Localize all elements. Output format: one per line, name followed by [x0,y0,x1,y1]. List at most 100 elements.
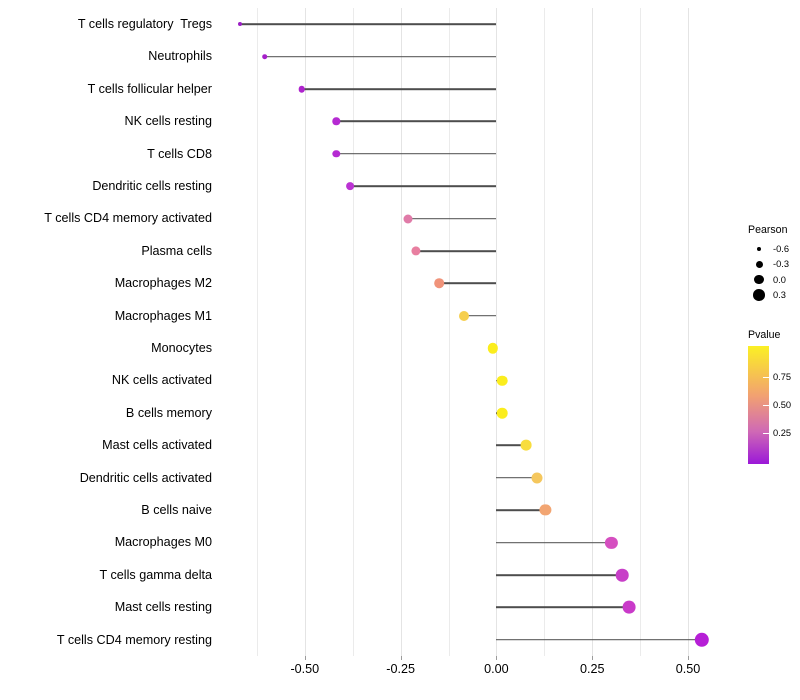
lollipop-stem [301,88,497,90]
pearson-legend-key: -0.6 [748,241,800,257]
lollipop-dot[interactable] [403,214,413,224]
lollipop-stem [496,541,612,544]
lollipop-row[interactable] [232,364,734,397]
x-tick-label: -0.25 [386,662,415,676]
legend-size-dot [753,289,765,302]
pearson-legend-dot [748,275,770,285]
gridline-minor [256,8,258,656]
colorbar-tick-mark [763,376,769,378]
lollipop-stem [496,639,702,641]
gridline-major [304,8,306,656]
gridline-minor [448,8,450,656]
y-axis-label: B cells naive [141,503,212,517]
lollipop-dot[interactable] [261,53,268,60]
lollipop-dot[interactable] [622,601,636,614]
y-axis-label: Macrophages M2 [114,276,212,291]
legend-size-dot [756,246,762,251]
lollipop-dot[interactable] [605,536,618,549]
lollipop-dot[interactable] [496,407,508,419]
x-tick-label: 0.50 [675,662,701,676]
lollipop-row[interactable] [232,526,734,559]
x-tick-label: -0.50 [290,662,320,676]
lollipop-stem [336,120,497,123]
lollipop-row[interactable] [232,105,734,138]
gridline-minor [352,8,354,656]
lollipop-dot[interactable] [332,150,340,158]
gridline-minor [640,8,642,656]
y-axis-label: Macrophages M1 [114,308,212,323]
x-tick-mark [304,656,306,660]
lollipop-dot[interactable] [615,568,629,582]
lollipop-row[interactable] [232,300,734,333]
lollipop-stem [496,574,623,576]
lollipop-dot[interactable] [332,117,340,126]
lollipop-dot[interactable] [237,22,242,27]
x-tick-mark [688,656,689,660]
lollipop-stem [415,250,497,252]
legend-size-dot [754,275,764,285]
lollipop-row[interactable] [232,494,734,527]
x-tick-mark [496,656,498,660]
x-tick-mark [400,656,402,660]
pearson-legend-label: 0.3 [773,290,786,301]
y-axis-label: Dendritic cells activated [79,470,212,485]
lollipop-dot[interactable] [434,278,445,289]
y-axis-labels: T cells regulatory Tregs Neutrophils T cel… [0,8,222,656]
lollipop-row[interactable] [232,73,734,106]
pvalue-legend-title: Pvalue [748,329,781,341]
lollipop-stem [496,477,537,479]
pearson-legend-key: -0.3 [748,257,800,273]
lollipop-dot[interactable] [694,632,709,648]
x-tick-mark [592,656,594,660]
lollipop-row[interactable] [232,202,734,235]
lollipop-dot[interactable] [520,440,532,451]
lollipop-row[interactable] [232,591,734,624]
lollipop-row[interactable] [232,332,734,365]
lollipop-dot[interactable] [487,343,498,354]
pearson-legend-key: 0.0 [748,272,800,288]
lollipop-row[interactable] [232,397,734,430]
lollipop-dot[interactable] [496,375,508,386]
legend-container: Pearson -0.6 -0.3 0.0 0.3 Pvalue 0.75 0.50 0.… [748,224,800,464]
lollipop-row[interactable] [232,624,734,657]
y-axis-label: B cells memory [125,405,212,420]
lollipop-row[interactable] [232,429,734,462]
y-axis-label: Dendritic cells resting [92,179,212,193]
lollipop-stem [264,55,497,58]
lollipop-row[interactable] [232,462,734,495]
y-axis-label: T cells CD4 memory activated [44,211,212,226]
gridline-major [400,8,402,656]
lollipop-dot[interactable] [346,182,354,191]
lollipop-row[interactable] [232,138,734,171]
x-tick-label: 0.25 [579,662,605,676]
lollipop-dot[interactable] [458,310,469,321]
y-axis-label: T cells regulatory Tregs [77,17,212,31]
lollipop-dot[interactable] [539,504,552,516]
colorbar-tick-label: 0.25 [773,428,792,439]
x-axis: -0.50 -0.25 0.00 0.25 0.50 [232,656,734,686]
colorbar-tick-mark [763,405,769,406]
pearson-legend-dot [748,246,770,251]
lollipop-stem [439,282,497,285]
lollipop-dot[interactable] [531,472,543,484]
lollipop-stem [336,153,497,155]
lollipop-row[interactable] [232,267,734,300]
lollipop-row[interactable] [232,8,734,41]
y-axis-label: T cells CD4 memory resting [56,632,212,647]
pearson-legend-label: -0.6 [773,243,790,254]
lollipop-dot[interactable] [298,85,306,93]
lollipop-row[interactable] [232,235,734,268]
x-tick-label: 0.00 [484,662,509,676]
lollipop-row[interactable] [232,40,734,73]
lollipop-dot[interactable] [411,246,421,256]
pearson-legend-key: 0.3 [748,288,800,304]
pearson-legend-dot [748,289,770,302]
pearson-legend-title: Pearson [748,224,788,236]
y-axis-label: Mast cells resting [114,600,212,615]
y-axis-label: Neutrophils [148,49,212,64]
pearson-size-legend: Pearson -0.6 -0.3 0.0 0.3 [748,224,800,303]
pearson-legend-keys: -0.6 -0.3 0.0 0.3 [748,241,800,303]
lollipop-row[interactable] [232,170,734,203]
lollipop-row[interactable] [232,559,734,592]
gridline-major [496,8,498,656]
